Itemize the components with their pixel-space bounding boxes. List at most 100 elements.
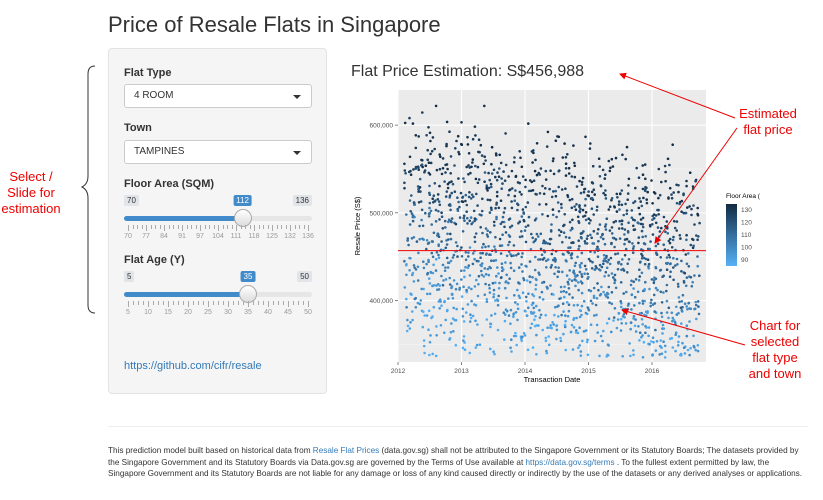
slider-tick-label: 10 bbox=[144, 309, 152, 316]
data-point bbox=[597, 288, 600, 292]
data-point bbox=[481, 246, 484, 249]
data-point bbox=[437, 256, 441, 260]
data-point bbox=[452, 330, 455, 333]
data-point bbox=[589, 142, 592, 145]
data-point bbox=[648, 287, 651, 291]
data-point bbox=[508, 225, 512, 229]
data-point bbox=[408, 155, 412, 159]
data-point bbox=[662, 274, 665, 278]
data-point bbox=[504, 280, 507, 284]
data-point bbox=[411, 273, 414, 277]
data-point bbox=[405, 263, 408, 266]
data-point bbox=[521, 270, 524, 273]
data-point bbox=[463, 275, 466, 279]
data-point bbox=[497, 272, 500, 275]
data-point bbox=[602, 290, 605, 294]
data-point bbox=[503, 225, 506, 229]
github-link[interactable]: https://github.com/cifr/resale bbox=[124, 360, 262, 372]
slider-tick bbox=[285, 225, 287, 229]
slider-tick bbox=[249, 225, 251, 229]
data-point bbox=[442, 279, 445, 282]
data-point bbox=[663, 356, 667, 359]
flat-type-select[interactable]: 4 ROOM bbox=[124, 84, 312, 108]
data-point bbox=[504, 163, 508, 167]
data-point bbox=[480, 264, 483, 268]
data-point bbox=[468, 320, 472, 323]
data-point bbox=[469, 171, 472, 175]
data-point bbox=[607, 344, 610, 347]
slider-handle[interactable] bbox=[233, 209, 252, 227]
data-point bbox=[421, 224, 425, 228]
data-point bbox=[656, 208, 659, 212]
data-point bbox=[577, 281, 580, 284]
data-point bbox=[564, 174, 568, 177]
data-point bbox=[630, 308, 633, 311]
data-point bbox=[632, 287, 635, 290]
data-point bbox=[579, 350, 583, 353]
data-point bbox=[477, 138, 481, 141]
data-point bbox=[539, 313, 543, 317]
data-point bbox=[664, 350, 667, 354]
data-point bbox=[483, 180, 486, 183]
data-point bbox=[691, 237, 694, 241]
data-point bbox=[628, 342, 631, 345]
data-point bbox=[650, 179, 653, 182]
data-point bbox=[597, 239, 600, 243]
data-point bbox=[554, 189, 557, 193]
data-point bbox=[418, 302, 422, 306]
data-point bbox=[685, 305, 688, 308]
data-point bbox=[698, 274, 701, 277]
data-point bbox=[632, 349, 635, 352]
data-point bbox=[547, 335, 550, 338]
resale-flat-prices-link[interactable]: Resale Flat Prices bbox=[312, 446, 380, 455]
data-point bbox=[696, 212, 699, 216]
data-point bbox=[544, 313, 547, 317]
data-point bbox=[474, 232, 478, 235]
terms-link[interactable]: https://data.gov.sg/terms bbox=[525, 457, 615, 467]
data-point bbox=[613, 307, 617, 310]
flat-age-slider[interactable]: 5 50 35 5 10 15 20 25 30 35 40 45 50 bbox=[124, 271, 312, 331]
data-point bbox=[450, 220, 453, 224]
data-point bbox=[433, 147, 436, 151]
data-point bbox=[500, 266, 504, 269]
data-point bbox=[679, 237, 682, 240]
data-point bbox=[614, 219, 618, 223]
data-point bbox=[562, 332, 565, 336]
data-point bbox=[601, 233, 604, 237]
data-point bbox=[665, 268, 669, 271]
data-point bbox=[520, 235, 524, 238]
floor-area-slider[interactable]: 70 136 112 70 77 84 91 97 104 111 118 125 132 136 bbox=[124, 195, 314, 255]
data-point bbox=[409, 321, 412, 324]
data-point bbox=[409, 169, 412, 173]
data-point bbox=[683, 352, 687, 355]
data-point bbox=[620, 263, 623, 266]
data-point bbox=[541, 328, 544, 332]
data-point bbox=[485, 184, 488, 187]
slider-tick bbox=[150, 225, 152, 229]
data-point bbox=[638, 301, 641, 305]
data-point bbox=[520, 255, 523, 259]
data-point bbox=[584, 311, 588, 315]
data-point bbox=[687, 265, 691, 268]
data-point bbox=[585, 237, 589, 240]
data-point bbox=[641, 223, 644, 226]
data-point bbox=[577, 346, 580, 350]
data-point bbox=[677, 184, 680, 187]
data-point bbox=[430, 223, 433, 226]
data-point bbox=[527, 306, 530, 310]
data-point bbox=[671, 238, 675, 242]
data-point bbox=[530, 303, 534, 307]
data-point bbox=[639, 260, 642, 264]
data-point bbox=[526, 224, 530, 227]
data-point bbox=[695, 317, 698, 321]
data-point bbox=[463, 341, 466, 344]
data-point bbox=[526, 201, 530, 204]
data-point bbox=[610, 226, 614, 229]
data-point bbox=[604, 197, 608, 200]
slider-tick bbox=[148, 301, 149, 307]
town-select[interactable]: TAMPINES bbox=[124, 140, 312, 164]
data-point bbox=[541, 281, 544, 284]
data-point bbox=[611, 165, 615, 168]
data-point bbox=[490, 185, 493, 189]
data-point bbox=[542, 239, 546, 242]
